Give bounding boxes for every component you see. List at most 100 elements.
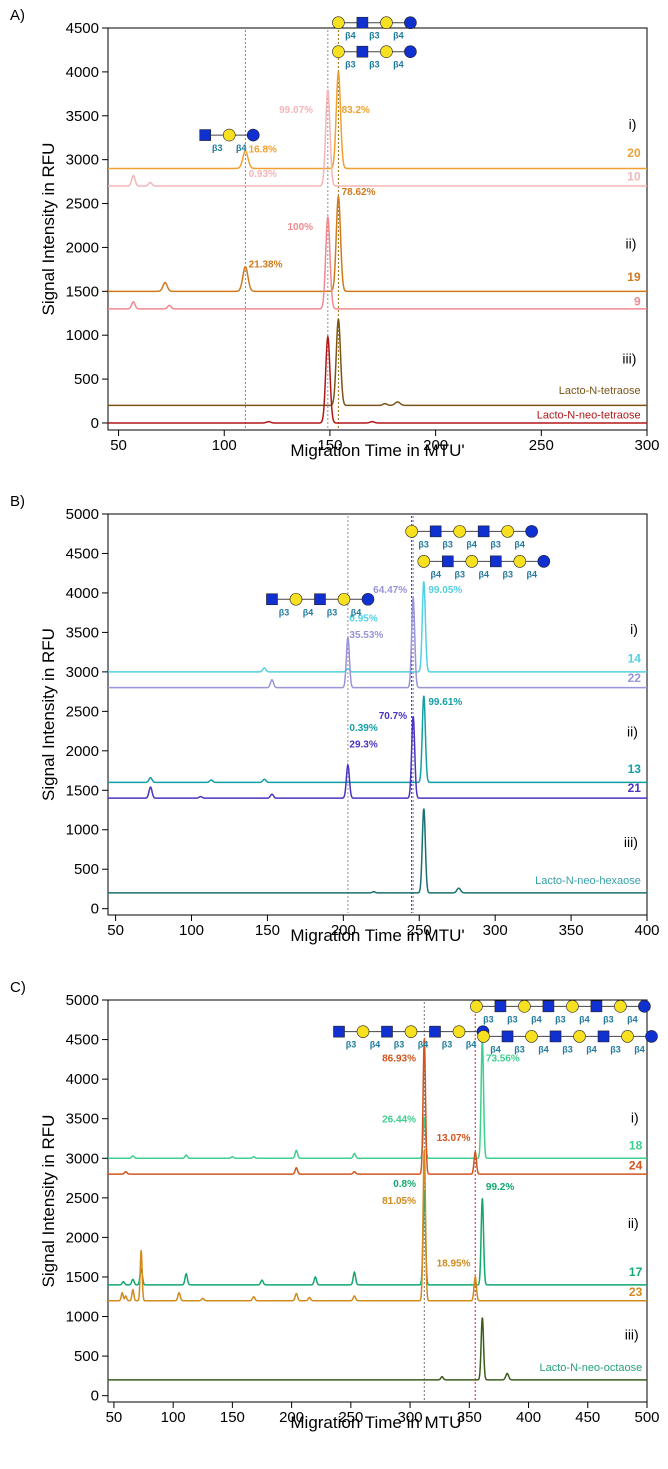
series-label: 9: [634, 294, 641, 308]
series-label: Lacto-N-tetraose: [559, 385, 641, 397]
series-line-22: [108, 597, 647, 689]
y-tick-label: 3500: [66, 108, 99, 125]
linkage-label: β3: [507, 1014, 518, 1024]
glcnac-square-icon: [549, 1030, 562, 1043]
y-tick-label: 5000: [66, 506, 99, 523]
peak-percentage-label: 18.95%: [437, 1259, 471, 1270]
y-tick-label: 0: [91, 1388, 99, 1405]
glycan-structure: β3 β4 β3 β4 β3 β4: [333, 1025, 490, 1050]
glcnac-square-icon: [429, 1025, 441, 1038]
linkage-label: β4: [236, 143, 247, 153]
glycan-structure: β3 β4 β3 β4: [266, 592, 375, 617]
gal-circle-icon: [621, 1030, 634, 1043]
y-tick-label: 1500: [66, 782, 99, 799]
linkage-label: β4: [586, 1044, 597, 1054]
gal-circle-icon: [513, 555, 527, 568]
series-line-18: [108, 1040, 647, 1160]
y-axis-title: Signal Intensity in RFU: [39, 1115, 58, 1288]
y-axis-title: Signal Intensity in RFU: [39, 143, 58, 316]
series-label: 14: [628, 651, 642, 665]
gal-circle-icon: [465, 555, 479, 568]
gal-circle-icon: [470, 1000, 483, 1013]
linkage-label: β4: [634, 1044, 645, 1054]
y-tick-label: 1500: [66, 1269, 99, 1286]
y-tick-label: 2500: [66, 703, 99, 720]
linkage-label: β3: [442, 1040, 453, 1050]
glc-circle-icon: [361, 592, 375, 606]
y-tick-label: 500: [74, 861, 99, 878]
glycan-structure: β4 β3 β4 β3 β4 β3 β4: [477, 1030, 658, 1054]
linkage-label: β4: [393, 60, 404, 70]
series-label: 20: [627, 146, 641, 160]
series-line-24: [108, 1037, 647, 1175]
linkage-label: β4: [479, 569, 490, 579]
series-label: 24: [629, 1158, 643, 1172]
y-tick-label: 4500: [66, 20, 99, 37]
glc-circle-icon: [645, 1030, 658, 1043]
series-line-14: [108, 581, 647, 673]
glycan-structure: β3 β3 β4: [332, 45, 417, 70]
gal-circle-icon: [417, 555, 431, 568]
linkage-label: β4: [345, 31, 356, 41]
y-tick-label: 500: [74, 371, 99, 388]
gal-circle-icon: [518, 1000, 531, 1013]
x-tick-label: 400: [516, 1409, 541, 1426]
peak-percentage-label: 64.47%: [373, 585, 407, 596]
series-label: Lacto-N-neo-octaose: [540, 1362, 643, 1374]
gal-circle-icon: [356, 1025, 370, 1038]
y-tick-label: 4500: [66, 545, 99, 562]
gal-circle-icon: [332, 16, 345, 30]
linkage-label: β3: [490, 539, 501, 549]
glc-circle-icon: [537, 555, 551, 568]
y-tick-label: 3000: [66, 152, 99, 169]
peak-percentage-label: 16.8%: [249, 145, 277, 156]
series-line-19: [108, 195, 647, 293]
glycan-structure: β3 β3 β4 β3 β4 β3 β4: [470, 1000, 651, 1024]
series-line-20: [108, 70, 647, 170]
peak-percentage-label: 78.62%: [342, 187, 376, 198]
gal-circle-icon: [380, 16, 393, 30]
glcnac-square-icon: [501, 1030, 514, 1043]
x-tick-label: 200: [279, 1409, 304, 1426]
glycan-structure: β4 β3 β4 β3 β4: [417, 555, 551, 579]
glcnac-square-icon: [314, 593, 326, 606]
linkage-label: β4: [579, 1014, 590, 1024]
x-tick-label: 250: [407, 922, 432, 939]
glc-circle-icon: [246, 128, 260, 142]
group-label: i): [631, 1110, 639, 1126]
linkage-label: β4: [466, 1040, 477, 1050]
y-tick-label: 3500: [66, 624, 99, 641]
linkage-label: β4: [490, 1044, 501, 1054]
y-tick-label: 0: [91, 901, 99, 918]
series-label: 13: [628, 762, 642, 776]
y-tick-label: 5000: [66, 992, 99, 1009]
glcnac-square-icon: [381, 1025, 393, 1038]
y-tick-label: 4500: [66, 1032, 99, 1049]
peak-percentage-label: 0.39%: [349, 723, 377, 734]
series-line-21: [108, 716, 647, 799]
linkage-label: β3: [369, 60, 380, 70]
panel-label: A): [10, 7, 25, 24]
y-tick-label: 3500: [66, 1111, 99, 1128]
glycan-structure: β4 β3 β4: [332, 16, 417, 41]
group-label: ii): [627, 724, 638, 740]
panel-label: C): [10, 979, 26, 996]
peak-percentage-label: 0.93%: [249, 169, 277, 180]
series-label: 17: [629, 1265, 643, 1279]
series-label: 21: [628, 781, 642, 795]
glcnac-square-icon: [429, 525, 442, 538]
x-tick-label: 50: [110, 437, 127, 454]
gal-circle-icon: [452, 1025, 466, 1038]
x-tick-label: 300: [398, 1409, 423, 1426]
peak-percentage-label: 0.95%: [349, 613, 377, 624]
x-tick-label: 350: [457, 1409, 482, 1426]
group-label: iii): [622, 350, 636, 366]
y-tick-label: 4000: [66, 1071, 99, 1088]
plot-frame: [107, 27, 648, 431]
linkage-label: β3: [369, 31, 380, 41]
x-tick-label: 50: [106, 1409, 123, 1426]
linkage-label: β3: [279, 607, 290, 617]
x-tick-label: 150: [220, 1409, 245, 1426]
gal-circle-icon: [501, 525, 514, 538]
glc-circle-icon: [404, 45, 417, 58]
